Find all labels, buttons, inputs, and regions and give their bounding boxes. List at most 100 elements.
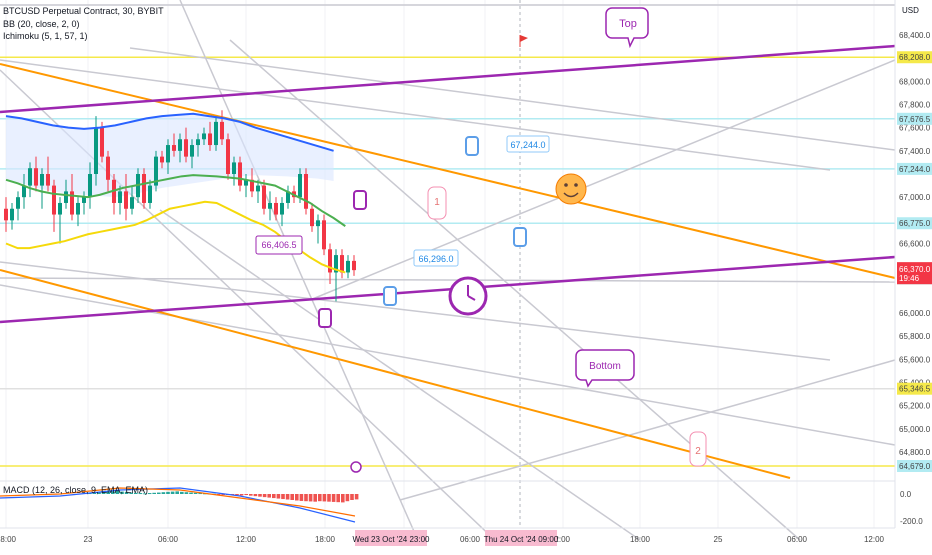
orange-trend-line-upper	[0, 63, 896, 279]
candle-body	[352, 260, 356, 271]
macd-histogram-bar	[138, 493, 143, 495]
trend-line	[309, 59, 896, 301]
last-price-label: 66,370.0	[899, 265, 931, 274]
price-level-tag-label: 67,676.5	[899, 115, 931, 124]
macd-histogram-bar	[318, 494, 322, 502]
candle-body	[88, 174, 92, 198]
candle-body	[178, 139, 182, 151]
macd-histogram-bar	[180, 491, 184, 494]
macd-histogram-bar	[216, 494, 221, 495]
macd-histogram-bar	[115, 491, 120, 494]
time-tick-label: 12:00	[550, 535, 571, 544]
time-tick-label: 18:00	[630, 535, 651, 544]
candle-body	[28, 168, 32, 186]
macd-histogram-bar	[152, 492, 156, 494]
candle-body	[10, 208, 14, 221]
macd-histogram-bar	[327, 494, 331, 502]
candle-body	[82, 197, 86, 203]
macd-histogram-bar	[239, 494, 244, 496]
top-callout-label: Top	[619, 18, 637, 30]
macd-histogram-bar	[331, 494, 336, 502]
bottom-callout-label: Bottom	[589, 361, 621, 372]
candle-body	[304, 174, 308, 209]
candle-body	[130, 197, 134, 209]
price-tick-label: 68,000.0	[899, 77, 931, 86]
price-note-box	[413, 249, 459, 267]
time-highlight-tag	[355, 530, 427, 546]
macd-histogram-bar	[161, 492, 166, 494]
price-tick-label: 64,800.0	[899, 448, 931, 457]
candle-body	[154, 156, 158, 186]
price-tick-label: 65,200.0	[899, 402, 931, 411]
time-highlight-tag	[485, 530, 557, 546]
trend-line	[179, 0, 421, 546]
price-level-tag	[897, 217, 932, 230]
price-tick-label: 68,400.0	[899, 31, 931, 40]
macd-histogram-bar	[313, 494, 317, 502]
macd-histogram-bar	[336, 494, 340, 503]
candle-body	[232, 162, 236, 175]
macd-histogram-bar	[350, 494, 354, 500]
bb-upper-line	[5, 112, 334, 152]
macd-histogram-bar	[285, 494, 290, 500]
price-tick-label: 67,400.0	[899, 147, 931, 156]
candle-body	[340, 255, 344, 273]
candle-body	[160, 156, 164, 163]
price-level-tag	[897, 112, 932, 125]
macd-histogram-bar	[258, 494, 262, 497]
macd-histogram-bar	[106, 491, 110, 494]
candle-body	[286, 191, 290, 203]
note-label: 1	[434, 197, 440, 208]
candle-body	[328, 249, 332, 273]
candle-body	[346, 260, 350, 273]
macd-histogram-bar	[111, 491, 115, 494]
macd-histogram-bar	[345, 494, 350, 502]
macd-histogram-bar	[276, 494, 281, 499]
candle-body	[70, 191, 74, 215]
price-level-tag	[897, 382, 932, 395]
macd-legend: MACD (12, 26, close, 9, EMA, EMA)	[3, 485, 149, 495]
clock-hand	[467, 295, 476, 301]
candle-body	[214, 121, 218, 146]
macd-histogram-bar	[124, 491, 129, 494]
hand-pointer-icon	[318, 308, 332, 328]
candle-body	[226, 139, 230, 175]
macd-histogram-bar	[193, 492, 198, 494]
candle-body	[58, 202, 62, 215]
time-tick-label: 18:00	[0, 535, 17, 544]
macd-histogram-bar	[267, 494, 271, 498]
note-box	[689, 431, 707, 467]
candle-body	[172, 145, 176, 151]
macd-tick-label: -200.0	[900, 517, 923, 526]
price-level-tag	[897, 460, 932, 473]
ichimoku-legend: Ichimoku (5, 1, 57, 1)	[3, 31, 88, 41]
macd-histogram-bar	[299, 494, 304, 501]
candle-body	[64, 191, 68, 203]
macd-line	[0, 487, 356, 523]
candle-body	[40, 174, 44, 186]
macd-histogram-bar	[143, 493, 147, 495]
candle-body	[16, 197, 20, 209]
macd-histogram-bar	[92, 492, 97, 494]
price-level-tag	[897, 162, 932, 175]
price-note-label: 67,244.0	[510, 140, 545, 150]
macd-tick-label: 0.0	[900, 490, 912, 499]
trend-line	[0, 59, 831, 171]
lightning-icon	[350, 461, 362, 473]
candle-body	[322, 220, 326, 250]
candle-body	[190, 145, 194, 157]
candle-body	[52, 185, 56, 215]
macd-histogram-bar	[281, 494, 285, 500]
candle-body	[202, 133, 206, 140]
candle-body	[244, 179, 248, 186]
top-callout-box	[605, 7, 649, 49]
trend-line	[0, 284, 896, 446]
purple-trend-line-lower	[0, 255, 896, 324]
macd-histogram-bar	[290, 494, 294, 500]
candle-body	[196, 139, 200, 146]
candle-body	[148, 185, 152, 203]
candle-body	[22, 185, 26, 198]
price-level-tag-label: 64,679.0	[899, 462, 931, 471]
